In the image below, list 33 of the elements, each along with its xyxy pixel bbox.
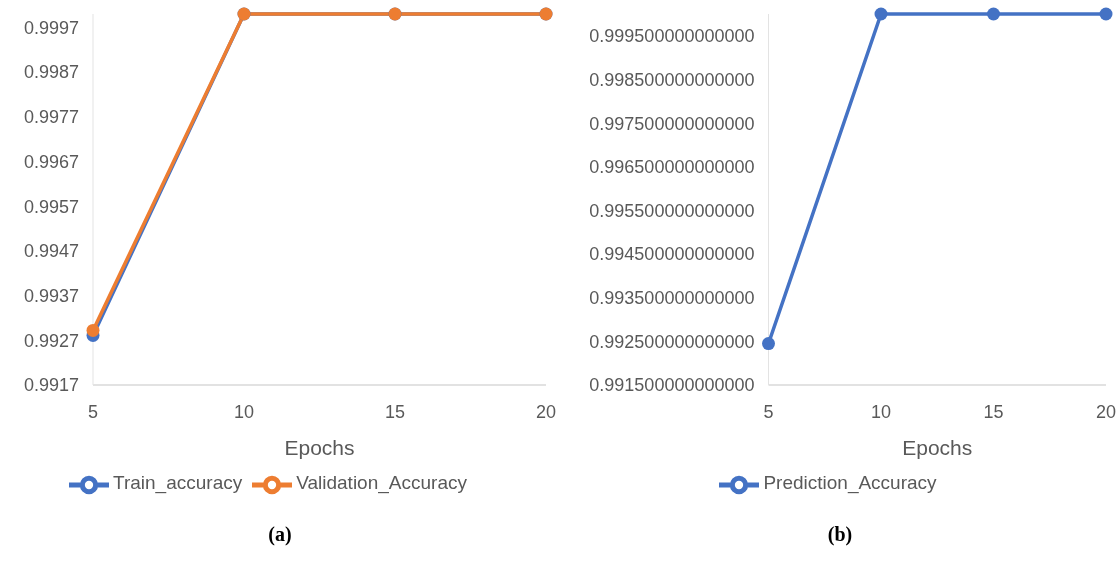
x-tick-label: 10 [870,401,892,422]
y-tick-label: 0.994500000000000 [589,244,755,265]
y-tick-label: 0.998500000000000 [589,69,755,90]
x-axis-title: Epochs [902,436,973,459]
y-tick-label: 0.9947 [23,241,79,262]
x-tick-label: 15 [384,401,406,422]
y-tick-label: 0.996500000000000 [589,157,755,178]
y-tick-label: 0.9937 [23,285,79,306]
y-tick-label: 0.9957 [23,196,79,217]
y-tick-label: 0.997500000000000 [589,113,755,134]
y-tick-label: 0.9997 [23,17,79,38]
legend-label: Validation_Accuracy [296,471,467,493]
y-tick-label: 0.991500000000000 [589,375,755,396]
x-tick-label: 5 [763,401,774,422]
x-tick-label: 20 [1095,401,1117,422]
x-axis-title: Epochs [284,436,355,459]
y-tick-label: 0.995500000000000 [589,200,755,221]
y-tick-label: 0.9967 [23,151,79,172]
x-tick-label: 20 [535,401,557,422]
legend-label: Prediction_Accuracy [763,471,937,493]
y-tick-label: 0.999500000000000 [589,26,755,47]
text: (b) [826,523,854,546]
y-tick-label: 0.9917 [23,375,79,396]
y-tick-label: 0.9927 [23,330,79,351]
x-tick-label: 10 [233,401,255,422]
x-tick-label: 15 [983,401,1004,422]
y-tick-label: 0.993500000000000 [589,288,755,309]
x-tick-label: 5 [87,401,99,422]
y-tick-label: 0.992500000000000 [589,331,755,352]
y-tick-label: 0.9987 [23,62,79,83]
y-tick-label: 0.9977 [23,107,79,128]
legend-label: Train_accuracy [113,471,243,493]
text: (a) [267,523,293,546]
